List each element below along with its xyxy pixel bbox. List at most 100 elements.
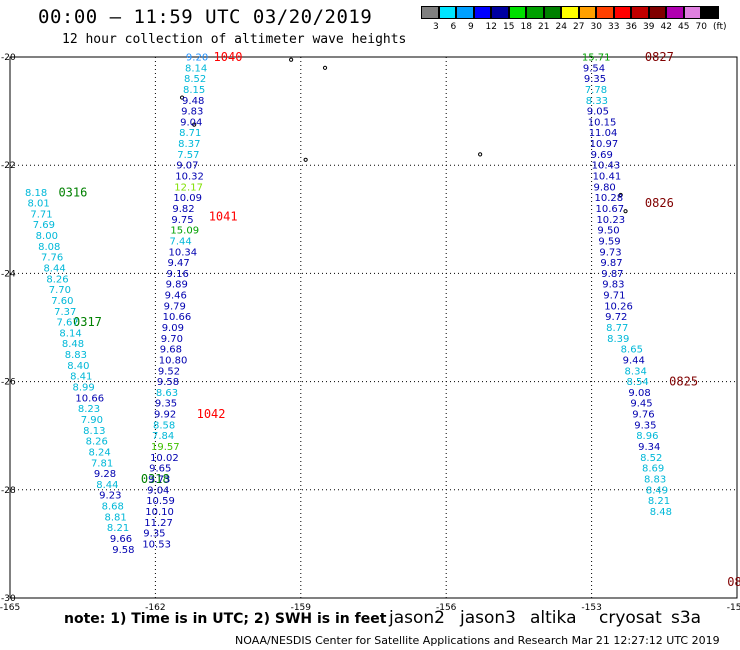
- islands: [179, 57, 628, 214]
- wave-height-point: 8.26: [86, 437, 108, 448]
- wave-height-point: 10.02: [150, 453, 179, 464]
- wave-height-point: 10.34: [168, 247, 197, 258]
- island-marker: [192, 122, 197, 127]
- wave-height-point: 8.99: [73, 383, 95, 394]
- wave-height-point: 9.35: [584, 74, 606, 85]
- wave-height-point: 9.73: [148, 474, 170, 485]
- legend-value-label: 36: [625, 22, 637, 32]
- legend-color-cell: 39: [631, 6, 654, 32]
- legend-color-cell: 30: [578, 6, 602, 32]
- wave-height-point: 7.76: [41, 253, 63, 264]
- pass-time-labels: 0316 0317 0318 1040 1041 1042 0827 0826 0825 0824: [58, 50, 740, 589]
- legend-swatch: [596, 6, 614, 19]
- legend-value-label: 9: [468, 22, 474, 32]
- wave-height-point: 8.65: [621, 345, 643, 356]
- pass-time-label: 0824: [727, 575, 740, 589]
- wave-height-point: 8.48: [62, 339, 84, 350]
- legend-color-cell: (ft): [701, 6, 727, 32]
- legend-color-cell: 15: [491, 6, 514, 32]
- wave-height-point: 9.07: [176, 161, 198, 172]
- wave-height-point: 9.35: [634, 420, 656, 431]
- wave-height-point: 7.81: [91, 458, 113, 469]
- footer-note: note: 1) Time is in UTC; 2) SWH is in fe…: [64, 611, 387, 627]
- wave-height-point: 9.47: [168, 258, 190, 269]
- island-marker: [289, 57, 294, 62]
- legend-s3a: s3a: [671, 608, 702, 628]
- pass-time-label: 0825: [669, 375, 698, 389]
- wave-height-point: 8.18: [25, 188, 47, 199]
- wave-height-point: 10.66: [163, 312, 192, 323]
- legend-color-cell: 12: [473, 6, 497, 32]
- wave-height-point: 9.87: [600, 258, 622, 269]
- island-marker: [322, 65, 328, 70]
- wave-height-point: 8.14: [59, 328, 81, 339]
- wave-height-point: 10.28: [595, 193, 624, 204]
- wave-height-point: 9.83: [602, 280, 624, 291]
- wave-height-point: 7.90: [81, 415, 103, 426]
- wave-height-point: 9.70: [161, 334, 183, 345]
- wave-height-point: 8.71: [179, 128, 201, 139]
- wave-height-point: 8.69: [642, 464, 664, 475]
- y-tick-label: -30: [1, 594, 16, 604]
- color-scale-legend: 3 6 9 12 15 18 21 24 27 30 33 36 39 42 45 70 (ft): [421, 6, 727, 32]
- legend-value-label: 70: [695, 22, 707, 32]
- pass-time-label: 0317: [73, 315, 102, 329]
- wave-height-point: 9.46: [165, 291, 187, 302]
- legend-value-label: 15: [503, 22, 515, 32]
- wave-height-point: 7.78: [585, 85, 607, 96]
- y-tick-label: -28: [1, 486, 16, 496]
- wave-height-point: 8.83: [65, 350, 87, 361]
- legend-color-cell: 33: [596, 6, 619, 32]
- legend-swatch: [561, 6, 579, 19]
- chart-grid: [9, 56, 738, 599]
- wave-height-point: 9.08: [628, 388, 650, 399]
- wave-height-point: 10.23: [596, 215, 625, 226]
- wave-height-point: 9.83: [181, 107, 203, 118]
- pass-time-label: 0316: [58, 185, 87, 199]
- island-marker: [618, 192, 623, 198]
- wave-height-point: 9.72: [605, 312, 627, 323]
- wave-height-point: 10.09: [173, 193, 202, 204]
- wave-height-point: 9.34: [638, 442, 660, 453]
- wave-height-point: 9.65: [149, 464, 171, 475]
- legend-value-label: 39: [643, 22, 655, 32]
- wave-height-point: 7.60: [51, 296, 73, 307]
- legend-value-label: (ft): [713, 22, 727, 32]
- wave-height-point: 10.80: [159, 355, 188, 366]
- wave-height-point: 9.71: [603, 291, 625, 302]
- wave-height-point: 8.08: [38, 242, 60, 253]
- wave-height-point: 8.00: [36, 231, 58, 242]
- pass-time-label: 0318: [141, 472, 170, 486]
- x-tick-label: -150: [727, 603, 740, 613]
- wave-height-point: 9.09: [162, 323, 184, 334]
- wave-height-point: 9.58: [157, 377, 179, 388]
- wave-height-point: 8.52: [184, 74, 206, 85]
- wave-height-point: 8.14: [185, 63, 207, 74]
- y-tick-label: -26: [1, 378, 16, 388]
- legend-color-cell: 21: [526, 6, 549, 32]
- legend-color-cell: 9: [456, 6, 475, 32]
- wave-height-point: 9.23: [99, 491, 121, 502]
- legend-value-label: 42: [660, 22, 672, 32]
- legend-swatch: [491, 6, 509, 19]
- wave-height-point: 10.10: [145, 507, 174, 518]
- wave-height-point: 15.71: [582, 53, 611, 64]
- wave-height-point: 10.66: [75, 393, 104, 404]
- wave-height-labels: 8.188.017.717.698.008.087.768.448.267.70…: [25, 53, 672, 556]
- legend-value-label: 45: [678, 22, 690, 32]
- wave-height-point: 8.81: [105, 512, 127, 523]
- legend-swatch: [648, 6, 666, 19]
- wave-height-point: 8.34: [625, 366, 647, 377]
- wave-height-point: 8.96: [636, 431, 658, 442]
- wave-height-point: 10.43: [592, 161, 621, 172]
- legend-color-cell: 3: [421, 6, 440, 32]
- x-tick-label: -159: [291, 603, 312, 613]
- wave-height-point: 8.48: [650, 507, 672, 518]
- wave-height-point: 9.54: [583, 63, 605, 74]
- wave-height-point: 9.73: [599, 247, 621, 258]
- wave-height-point: 8.40: [67, 361, 89, 372]
- wave-height-point: 9.66: [110, 534, 132, 545]
- wave-height-point: 9.05: [587, 107, 609, 118]
- legend-color-cell: 70: [683, 6, 707, 32]
